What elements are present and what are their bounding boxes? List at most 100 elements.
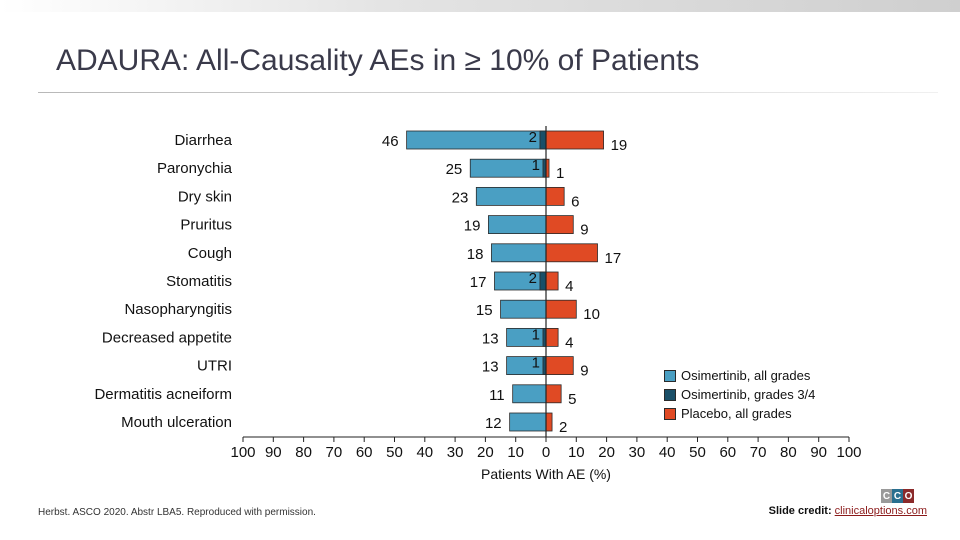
slide-credit: Slide credit: clinicaloptions.com	[769, 505, 927, 517]
category-label: Diarrhea	[174, 132, 232, 149]
logo-letter: O	[903, 489, 914, 503]
x-axis-title: Patients With AE (%)	[481, 466, 611, 482]
bar-placebo	[545, 186, 565, 206]
x-tick-label: 80	[780, 444, 797, 461]
data-label-placebo: 4	[565, 278, 573, 295]
x-tick-label: 100	[230, 444, 255, 461]
data-label-placebo: 6	[571, 193, 579, 210]
data-label-osimertinib-all: 15	[476, 302, 493, 319]
bar-osimertinib-grade34	[539, 271, 547, 291]
data-label-osimertinib-grade34: 1	[532, 355, 540, 372]
bar-placebo	[545, 327, 559, 347]
x-tick-label: 100	[836, 444, 861, 461]
x-tick-label: 70	[326, 444, 343, 461]
data-label-osimertinib-all: 13	[482, 359, 499, 376]
bar-osimertinib-all	[506, 327, 547, 347]
data-label-osimertinib-all: 12	[485, 415, 502, 432]
credit-link[interactable]: clinicaloptions.com	[834, 505, 927, 517]
x-tick-label: 50	[386, 444, 403, 461]
category-label: Dermatitis acneiform	[94, 386, 232, 403]
bar-osimertinib-all	[506, 356, 547, 376]
chart-legend: Osimertinib, all grades Osimertinib, gra…	[664, 366, 815, 423]
data-label-osimertinib-grade34: 1	[532, 326, 540, 343]
bar-osimertinib-all	[488, 215, 547, 235]
legend-label-osimertinib-all: Osimertinib, all grades	[681, 368, 811, 383]
data-label-osimertinib-all: 18	[467, 246, 484, 263]
x-tick-label: 10	[568, 444, 585, 461]
x-tick-label: 70	[750, 444, 767, 461]
data-label-osimertinib-all: 23	[452, 189, 469, 206]
cco-logo: C C O	[881, 489, 925, 503]
x-tick-label: 0	[542, 444, 550, 461]
x-tick-label: 60	[719, 444, 736, 461]
credit-label: Slide credit:	[768, 505, 832, 517]
bar-osimertinib-all	[512, 384, 547, 404]
title-divider	[38, 92, 938, 93]
data-label-osimertinib-all: 46	[382, 133, 399, 150]
bar-placebo	[545, 271, 559, 291]
data-label-osimertinib-grade34: 2	[529, 270, 537, 287]
bar-placebo	[545, 130, 604, 150]
legend-item-osimertinib-grade34: Osimertinib, grades 3/4	[664, 385, 815, 404]
x-tick-label: 40	[659, 444, 676, 461]
x-tick-label: 90	[265, 444, 282, 461]
x-tick-label: 40	[416, 444, 433, 461]
source-footnote: Herbst. ASCO 2020. Abstr LBA5. Reproduce…	[38, 507, 316, 518]
data-label-placebo: 19	[611, 137, 628, 154]
slide-title: ADAURA: All-Causality AEs in ≥ 10% of Pa…	[56, 44, 700, 77]
category-label: Cough	[188, 245, 232, 262]
data-label-osimertinib-all: 19	[464, 218, 481, 235]
logo-letter: C	[892, 489, 903, 503]
bar-placebo	[545, 356, 574, 376]
x-tick-label: 30	[629, 444, 646, 461]
category-label: Pruritus	[180, 217, 232, 234]
bar-placebo	[545, 299, 577, 319]
x-tick-label: 50	[689, 444, 706, 461]
x-tick-label: 80	[295, 444, 312, 461]
data-label-placebo: 10	[583, 306, 600, 323]
x-tick-label: 60	[356, 444, 373, 461]
category-label: Paronychia	[157, 160, 233, 177]
bar-placebo	[545, 384, 562, 404]
category-label: Mouth ulceration	[121, 414, 232, 431]
category-label: Dry skin	[178, 188, 232, 205]
bar-placebo	[545, 243, 598, 263]
x-tick-label: 10	[507, 444, 524, 461]
x-tick-label: 20	[477, 444, 494, 461]
category-label: Stomatitis	[166, 273, 232, 290]
data-label-placebo: 5	[568, 391, 576, 408]
legend-item-osimertinib-all: Osimertinib, all grades	[664, 366, 815, 385]
bar-osimertinib-all	[475, 186, 547, 206]
category-label: Decreased appetite	[102, 329, 232, 346]
data-label-osimertinib-all: 11	[489, 387, 505, 404]
data-label-placebo: 9	[580, 363, 588, 380]
category-label: Nasopharyngitis	[124, 301, 232, 318]
data-label-osimertinib-grade34: 2	[529, 129, 537, 146]
data-label-placebo: 9	[580, 222, 588, 239]
data-label-osimertinib-all: 13	[482, 330, 499, 347]
legend-label-placebo: Placebo, all grades	[681, 406, 792, 421]
bar-osimertinib-all	[509, 412, 547, 432]
bar-placebo	[545, 215, 574, 235]
category-label: UTRI	[197, 358, 232, 375]
bar-placebo	[545, 412, 553, 432]
legend-item-placebo: Placebo, all grades	[664, 404, 815, 423]
data-label-placebo: 2	[559, 419, 567, 436]
data-label-osimertinib-grade34: 1	[532, 157, 540, 174]
bar-osimertinib-grade34	[539, 130, 547, 150]
top-banner	[0, 0, 960, 12]
x-tick-label: 20	[598, 444, 615, 461]
data-label-placebo: 1	[556, 165, 564, 182]
bar-osimertinib-all	[406, 130, 547, 150]
legend-label-osimertinib-grade34: Osimertinib, grades 3/4	[681, 387, 816, 402]
bar-osimertinib-all	[500, 299, 547, 319]
legend-swatch-osimertinib-all	[664, 369, 676, 382]
logo-letter: C	[881, 489, 892, 503]
legend-swatch-osimertinib-grade34	[664, 388, 676, 401]
bar-osimertinib-all	[491, 243, 547, 263]
legend-swatch-placebo	[664, 407, 676, 420]
data-label-placebo: 17	[605, 250, 622, 267]
data-label-placebo: 4	[565, 334, 573, 351]
bar-osimertinib-all	[494, 271, 547, 291]
